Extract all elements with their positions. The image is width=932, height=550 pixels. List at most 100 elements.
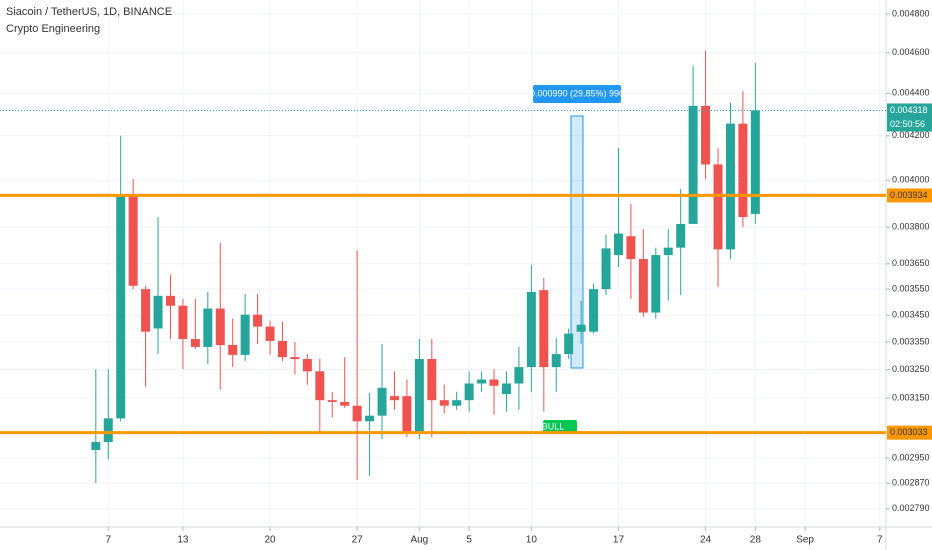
measure-label-box xyxy=(533,85,621,103)
grid xyxy=(0,0,886,527)
candle-body xyxy=(203,308,213,347)
x-tick-label: 13 xyxy=(177,535,189,546)
candle-body xyxy=(215,308,225,345)
x-tick-label: 5 xyxy=(466,535,472,546)
x-tick-label: 7 xyxy=(877,535,883,546)
y-tick-label: 0.004600 xyxy=(892,47,930,57)
y-tick-label: 0.002790 xyxy=(892,503,930,513)
candle-body xyxy=(439,400,449,406)
level-label-box xyxy=(887,188,932,203)
candle-body xyxy=(91,442,101,450)
candle-body xyxy=(601,248,611,290)
candle-body xyxy=(539,290,549,368)
candle-body xyxy=(165,295,175,306)
signal-box xyxy=(543,420,577,434)
y-tick-label: 0.003350 xyxy=(892,336,930,346)
candle-body xyxy=(514,367,524,384)
candle-body xyxy=(240,314,250,355)
candle-body xyxy=(103,418,113,443)
x-tick-label: 24 xyxy=(700,535,712,546)
candle-body xyxy=(452,400,462,406)
candle-body xyxy=(477,379,487,384)
x-tick-label: 17 xyxy=(613,535,625,546)
candle-body xyxy=(663,247,673,256)
candle-body xyxy=(713,164,723,250)
countdown: 02:50:56 xyxy=(890,119,925,129)
candle-body xyxy=(501,383,511,395)
candle-body xyxy=(427,359,437,401)
measure-range xyxy=(570,115,584,369)
candle-body xyxy=(128,195,138,286)
level-label: 0.003934 xyxy=(890,190,928,200)
candle-body xyxy=(402,396,412,433)
x-tick-label: Sep xyxy=(796,535,814,546)
candle-body xyxy=(688,105,698,224)
axes: 0.004800 0.004600 0.004400 0.004200 0.004000… xyxy=(0,8,932,546)
candle-body xyxy=(489,379,499,386)
y-tick-label: 0.004800 xyxy=(892,8,930,18)
candle-body xyxy=(564,333,574,355)
candle-body xyxy=(725,123,735,250)
candle-body xyxy=(153,295,163,329)
candle-body xyxy=(389,396,399,401)
signal-label: BULL xyxy=(542,421,565,431)
candle-body xyxy=(365,415,375,422)
candle-body xyxy=(626,236,636,260)
candle-body xyxy=(464,383,474,401)
x-tick-label: 10 xyxy=(526,535,538,546)
x-tick-label: 28 xyxy=(750,535,762,546)
y-tick-label: 0.004000 xyxy=(892,175,930,185)
candle-body xyxy=(414,359,424,433)
x-tick-label: 20 xyxy=(264,535,276,546)
candles xyxy=(91,50,760,484)
candle-body xyxy=(738,123,748,218)
candle-body xyxy=(178,305,188,340)
x-tick-label: Aug xyxy=(410,535,428,546)
candle-body xyxy=(576,324,586,332)
level-label-box xyxy=(887,425,932,440)
level-label: 0.003033 xyxy=(890,427,928,437)
candle-body xyxy=(352,405,362,422)
candle-body xyxy=(327,400,337,402)
y-tick-label: 0.004400 xyxy=(892,88,930,98)
candle-body xyxy=(302,359,312,372)
y-tick-label: 0.002950 xyxy=(892,452,930,462)
x-tick-label: 27 xyxy=(352,535,364,546)
candle-body xyxy=(589,289,599,332)
candle-body xyxy=(551,354,561,368)
last-price-label: 0.004318 xyxy=(890,105,928,115)
y-tick-label: 0.003550 xyxy=(892,283,930,293)
candle-body xyxy=(290,357,300,360)
candle-body xyxy=(190,339,200,347)
candle-body xyxy=(141,289,151,332)
candle-body xyxy=(277,340,287,358)
last-price-box xyxy=(887,103,932,132)
candle-body xyxy=(253,314,263,327)
measure-label: 0.000990 (29.85%) 990 xyxy=(530,88,624,98)
y-tick-label: 0.004200 xyxy=(892,130,930,140)
y-tick-label: 0.003150 xyxy=(892,393,930,403)
candle-body xyxy=(228,344,238,355)
candle-body xyxy=(526,291,536,368)
candle-body xyxy=(638,259,648,313)
y-tick-label: 0.002870 xyxy=(892,477,930,487)
candle-body xyxy=(750,110,760,214)
candle-body xyxy=(116,195,126,419)
candle-body xyxy=(651,255,661,313)
candle-body xyxy=(315,371,325,401)
indicator-name: Crypto Engineering xyxy=(6,23,100,35)
chart-title: Siacoin / TetherUS, 1D, BINANCE xyxy=(6,6,172,18)
candle-body xyxy=(676,223,686,248)
candle-body xyxy=(377,387,387,416)
y-tick-label: 0.003800 xyxy=(892,221,930,231)
candle-body xyxy=(265,326,275,341)
x-tick-label: 7 xyxy=(105,535,111,546)
y-tick-label: 0.003650 xyxy=(892,258,930,268)
candle-body xyxy=(701,105,711,165)
y-tick-label: 0.003250 xyxy=(892,364,930,374)
candle-body xyxy=(340,401,350,406)
y-tick-label: 0.003450 xyxy=(892,310,930,320)
